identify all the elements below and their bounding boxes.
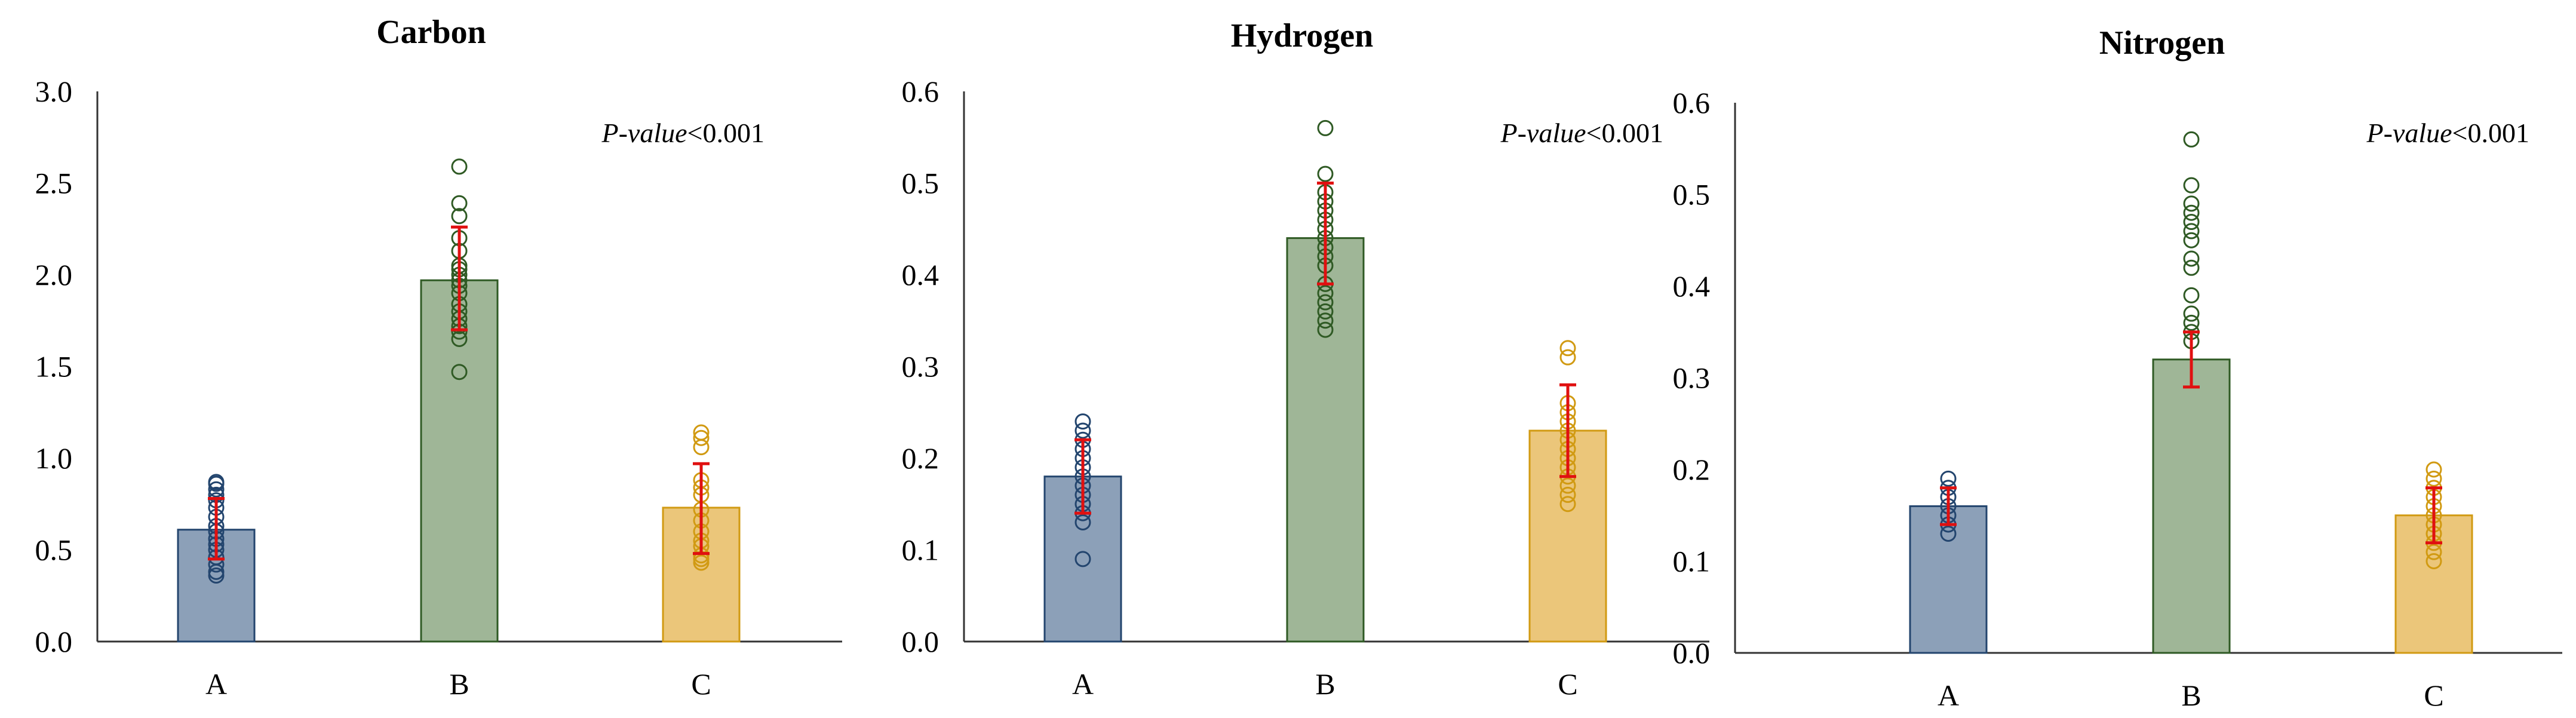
data-point-a [1074,413,1091,430]
p-value-text: <0.001 [1586,118,1663,148]
data-point-a [1074,551,1091,567]
bar-a [1043,475,1122,643]
x-tick-label-b: B [2181,679,2201,712]
data-point-c [2425,553,2442,569]
chart-title: Nitrogen [2099,24,2225,62]
x-tick-label-a: A [1072,667,1094,701]
x-tick-label-c: C [691,667,711,701]
y-tick-label: 1.0 [35,441,73,475]
data-point-b [2183,223,2200,240]
y-tick-label: 0.4 [1673,269,1711,303]
y-tick-label: 2.5 [35,167,73,200]
data-point-b [2183,177,2200,194]
y-tick-label: 0.0 [35,625,73,658]
y-tick-label: 0.1 [1673,545,1711,578]
x-tick-label-b: B [1315,667,1335,701]
data-point-b [1317,303,1334,320]
data-point-a [208,474,225,490]
y-tick-label: 0.2 [902,441,939,475]
x-tick-label-b: B [449,667,469,701]
y-tick-label: 2.0 [35,258,73,292]
x-tick-label-a: A [205,667,227,701]
data-point-b [2183,204,2200,221]
data-point-b [2183,195,2200,212]
p-value-text: <0.001 [2452,118,2529,148]
data-point-b [2183,131,2200,148]
p-value-text: <0.001 [687,118,764,148]
data-point-c [693,429,710,446]
data-point-c [1559,349,1576,366]
y-tick-label: 0.5 [1673,178,1711,211]
y-tick-label: 0.3 [1673,361,1711,395]
data-point-b [451,364,468,381]
data-point-b [451,330,468,347]
data-point-b [2183,305,2200,322]
y-tick-label: 0.5 [902,167,939,200]
data-point-b [2183,259,2200,276]
p-value-label: P-value [1500,118,1586,148]
y-tick-label: 0.5 [35,533,73,567]
bar-b [420,279,499,643]
x-tick-label-c: C [2424,679,2443,712]
data-point-b [2183,287,2200,303]
chart-title: Hydrogen [1231,17,1374,54]
y-tick-label: 0.4 [902,258,939,292]
p-value-label: P-value [601,118,687,148]
x-tick-label-c: C [1558,667,1577,701]
chart-panel-carbon: Carbon 0.0 0.5 1.0 1.5 2.0 2.5 3.0 A B C P-value<0.… [35,14,842,701]
data-point-b [2183,314,2200,331]
bar-b [2152,358,2231,654]
data-point-b [2183,214,2200,231]
data-point-b [1317,119,1334,136]
data-point-a [208,481,225,498]
x-tick-label-a: A [1938,679,1959,712]
data-point-c [1559,496,1576,513]
data-point-b [2183,250,2200,267]
chart-panel-hydrogen: Hydrogen 0.0 0.1 0.2 0.3 0.4 0.5 0.6 A B C P-value<… [902,17,1709,701]
data-point-b [1317,312,1334,329]
data-point-c [693,424,710,441]
y-tick-label: 0.2 [1673,453,1711,486]
bar-a [1909,505,1988,654]
data-point-c [2425,470,2442,487]
data-point-c [1559,477,1576,494]
y-tick-label: 0.3 [902,350,939,383]
data-point-b [1317,165,1334,182]
data-point-c [2425,544,2442,560]
chart-title: Carbon [376,14,486,51]
data-point-c [2425,461,2442,478]
data-point-b [1317,294,1334,311]
y-tick-label: 0.6 [1673,86,1711,119]
p-value-annotation: P-value<0.001 [1500,118,1663,148]
y-tick-label: 3.0 [35,75,73,108]
p-value-annotation: P-value<0.001 [601,118,764,148]
y-tick-label: 0.6 [902,75,939,108]
data-point-c [1559,340,1576,357]
data-point-b [451,158,468,175]
data-point-b [1317,285,1334,302]
data-point-b [451,208,468,225]
y-tick-label: 1.5 [35,350,73,383]
bar-b [1286,237,1365,643]
data-point-b [451,195,468,211]
data-point-a [1074,422,1091,439]
data-point-a [1940,470,1957,487]
y-tick-label: 0.0 [1673,636,1711,670]
chart-panel-nitrogen: Nitrogen 0.0 0.1 0.2 0.3 0.4 0.5 0.6 A B C P-value<… [1673,24,2562,712]
p-value-annotation: P-value<0.001 [2366,118,2529,148]
y-tick-label: 0.0 [902,625,939,658]
p-value-label: P-value [2366,118,2452,148]
data-point-b [2183,232,2200,248]
data-point-a [1940,525,1957,542]
data-point-c [1559,486,1576,503]
y-tick-label: 0.1 [902,533,939,567]
data-point-a [1074,514,1091,530]
data-point-b [1317,321,1334,338]
